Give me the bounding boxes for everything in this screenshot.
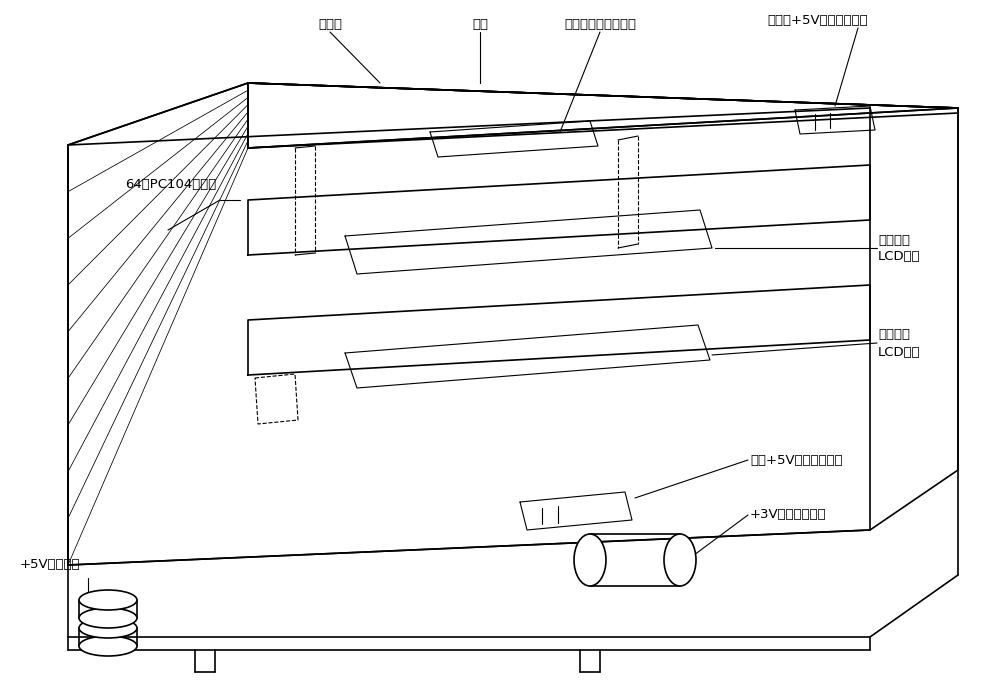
Text: 扩展板: 扩展板 <box>318 18 342 31</box>
Text: 扩展板+5V直流电源插座: 扩展板+5V直流电源插座 <box>767 14 868 27</box>
Text: LCD模块: LCD模块 <box>878 251 921 264</box>
Ellipse shape <box>79 618 137 638</box>
Ellipse shape <box>664 534 696 586</box>
Text: 64芯PC104插接件: 64芯PC104插接件 <box>125 178 216 191</box>
Text: LCD模块: LCD模块 <box>878 345 921 358</box>
Text: 无线射频收发器模块: 无线射频收发器模块 <box>564 18 636 31</box>
Text: +3V减速直流电机: +3V减速直流电机 <box>750 509 827 522</box>
Ellipse shape <box>79 590 137 610</box>
Ellipse shape <box>79 608 137 628</box>
Text: 字符点阵: 字符点阵 <box>878 328 910 341</box>
Ellipse shape <box>574 534 606 586</box>
Text: 主板: 主板 <box>472 18 488 31</box>
Text: +5V步进电机: +5V步进电机 <box>20 558 81 571</box>
Text: 主板+5V直流电源插座: 主板+5V直流电源插座 <box>750 454 843 466</box>
Text: 图形点阵: 图形点阵 <box>878 234 910 247</box>
Ellipse shape <box>79 636 137 656</box>
